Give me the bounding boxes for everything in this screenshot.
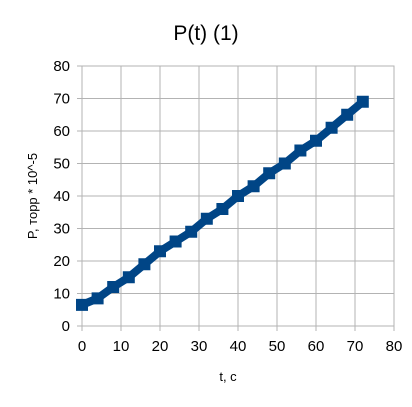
y-tick-labels: 0 10 20 30 40 50 60 70 80 [53, 58, 70, 335]
series-layer [76, 95, 369, 311]
y-tick-label-70: 70 [53, 91, 70, 108]
data-point-0-17 [341, 108, 354, 121]
y-tick-label-20: 20 [53, 253, 70, 270]
data-point-0-12 [263, 167, 276, 180]
x-tick-label-10: 10 [113, 338, 130, 355]
y-tick-label-30: 30 [53, 221, 70, 238]
x-axis-title: t, c [219, 369, 237, 384]
x-tick-label-50: 50 [269, 338, 286, 355]
x-tick-label-70: 70 [347, 338, 364, 355]
x-tick-label-40: 40 [230, 338, 247, 355]
data-point-0-9 [216, 203, 229, 215]
data-point-0-0 [76, 298, 88, 311]
plot-area-border [81, 65, 395, 327]
data-point-0-13 [278, 157, 291, 170]
data-point-0-8 [200, 212, 213, 225]
y-tick-label-0: 0 [62, 318, 70, 335]
y-tick-label-40: 40 [53, 188, 70, 205]
x-tick-label-20: 20 [152, 338, 169, 355]
plot-frame [81, 65, 395, 327]
data-point-0-3 [122, 271, 135, 284]
data-point-0-15 [310, 134, 322, 147]
data-point-0-5 [154, 245, 166, 258]
y-tick-label-60: 60 [53, 123, 70, 140]
data-point-0-14 [294, 144, 307, 157]
x-tick-labels: 0 10 20 30 40 50 60 70 80 [78, 338, 403, 355]
x-tick-label-60: 60 [308, 338, 325, 355]
x-tick-label-30: 30 [191, 338, 208, 355]
x-tick-label-80: 80 [386, 338, 403, 355]
data-point-0-18 [356, 95, 369, 108]
data-point-0-7 [185, 225, 198, 238]
y-tick-label-50: 50 [53, 156, 70, 173]
y-axis-title: P, торр * 10^-5 [25, 153, 40, 239]
data-point-0-11 [247, 180, 260, 193]
x-tick-label-0: 0 [78, 338, 86, 355]
chart-title: P(t) (1) [173, 22, 238, 45]
data-point-0-2 [107, 281, 120, 293]
data-point-0-10 [232, 190, 244, 202]
y-tick-label-10: 10 [53, 286, 70, 303]
y-tick-label-80: 80 [53, 58, 70, 75]
data-point-0-6 [169, 235, 182, 248]
data-point-0-1 [91, 292, 104, 305]
data-point-0-4 [138, 258, 151, 271]
data-point-0-16 [325, 121, 338, 134]
